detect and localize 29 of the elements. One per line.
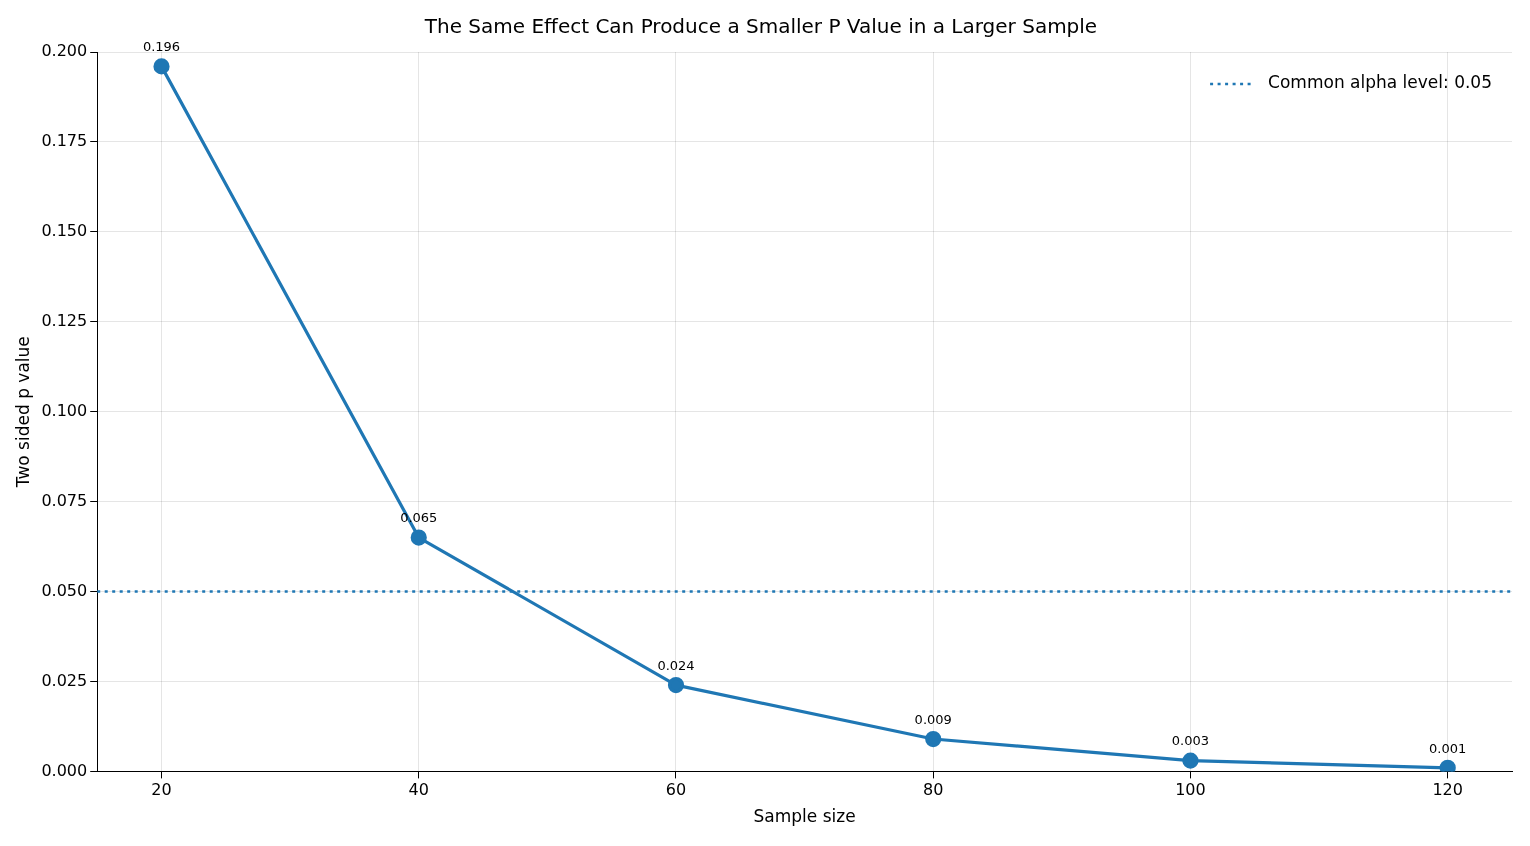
y-tick-label: 0.200 xyxy=(41,41,88,61)
y-tick-label: 0.100 xyxy=(41,400,88,420)
x-tick-label: 60 xyxy=(665,780,687,800)
y-axis-title: Two sided p value xyxy=(12,336,33,489)
data-label: 0.196 xyxy=(142,39,181,55)
data-label: 0.001 xyxy=(1429,740,1467,756)
x-axis-title: Sample size xyxy=(753,806,856,827)
data-label: 0.003 xyxy=(1171,733,1210,749)
y-tick-label: 0.000 xyxy=(41,760,88,780)
x-tick-label: 100 xyxy=(1175,780,1206,800)
chart-title: The Same Effect Can Produce a Smaller P Value in a Larger Sample xyxy=(423,14,1098,39)
x-tick-label: 120 xyxy=(1432,780,1463,800)
data-label: 0.009 xyxy=(914,711,952,727)
data-label: 0.024 xyxy=(657,657,695,673)
point xyxy=(925,730,942,748)
y-tick-label: 0.050 xyxy=(41,580,88,600)
point xyxy=(153,58,170,75)
y-tick-label: 0.125 xyxy=(41,310,88,330)
point xyxy=(1182,752,1199,769)
x-tick-label: 80 xyxy=(923,780,944,800)
x-tick-label: 20 xyxy=(151,780,172,800)
y-tick-label: 0.150 xyxy=(41,221,88,241)
y-tick-label: 0.025 xyxy=(41,670,88,690)
x-tick-label: 40 xyxy=(408,780,429,800)
point xyxy=(410,529,427,546)
point xyxy=(667,676,685,694)
y-tick-label: 0.175 xyxy=(41,131,88,151)
legend-label: Common alpha level: 0.05 xyxy=(1268,72,1492,93)
y-tick-label: 0.075 xyxy=(41,490,88,510)
